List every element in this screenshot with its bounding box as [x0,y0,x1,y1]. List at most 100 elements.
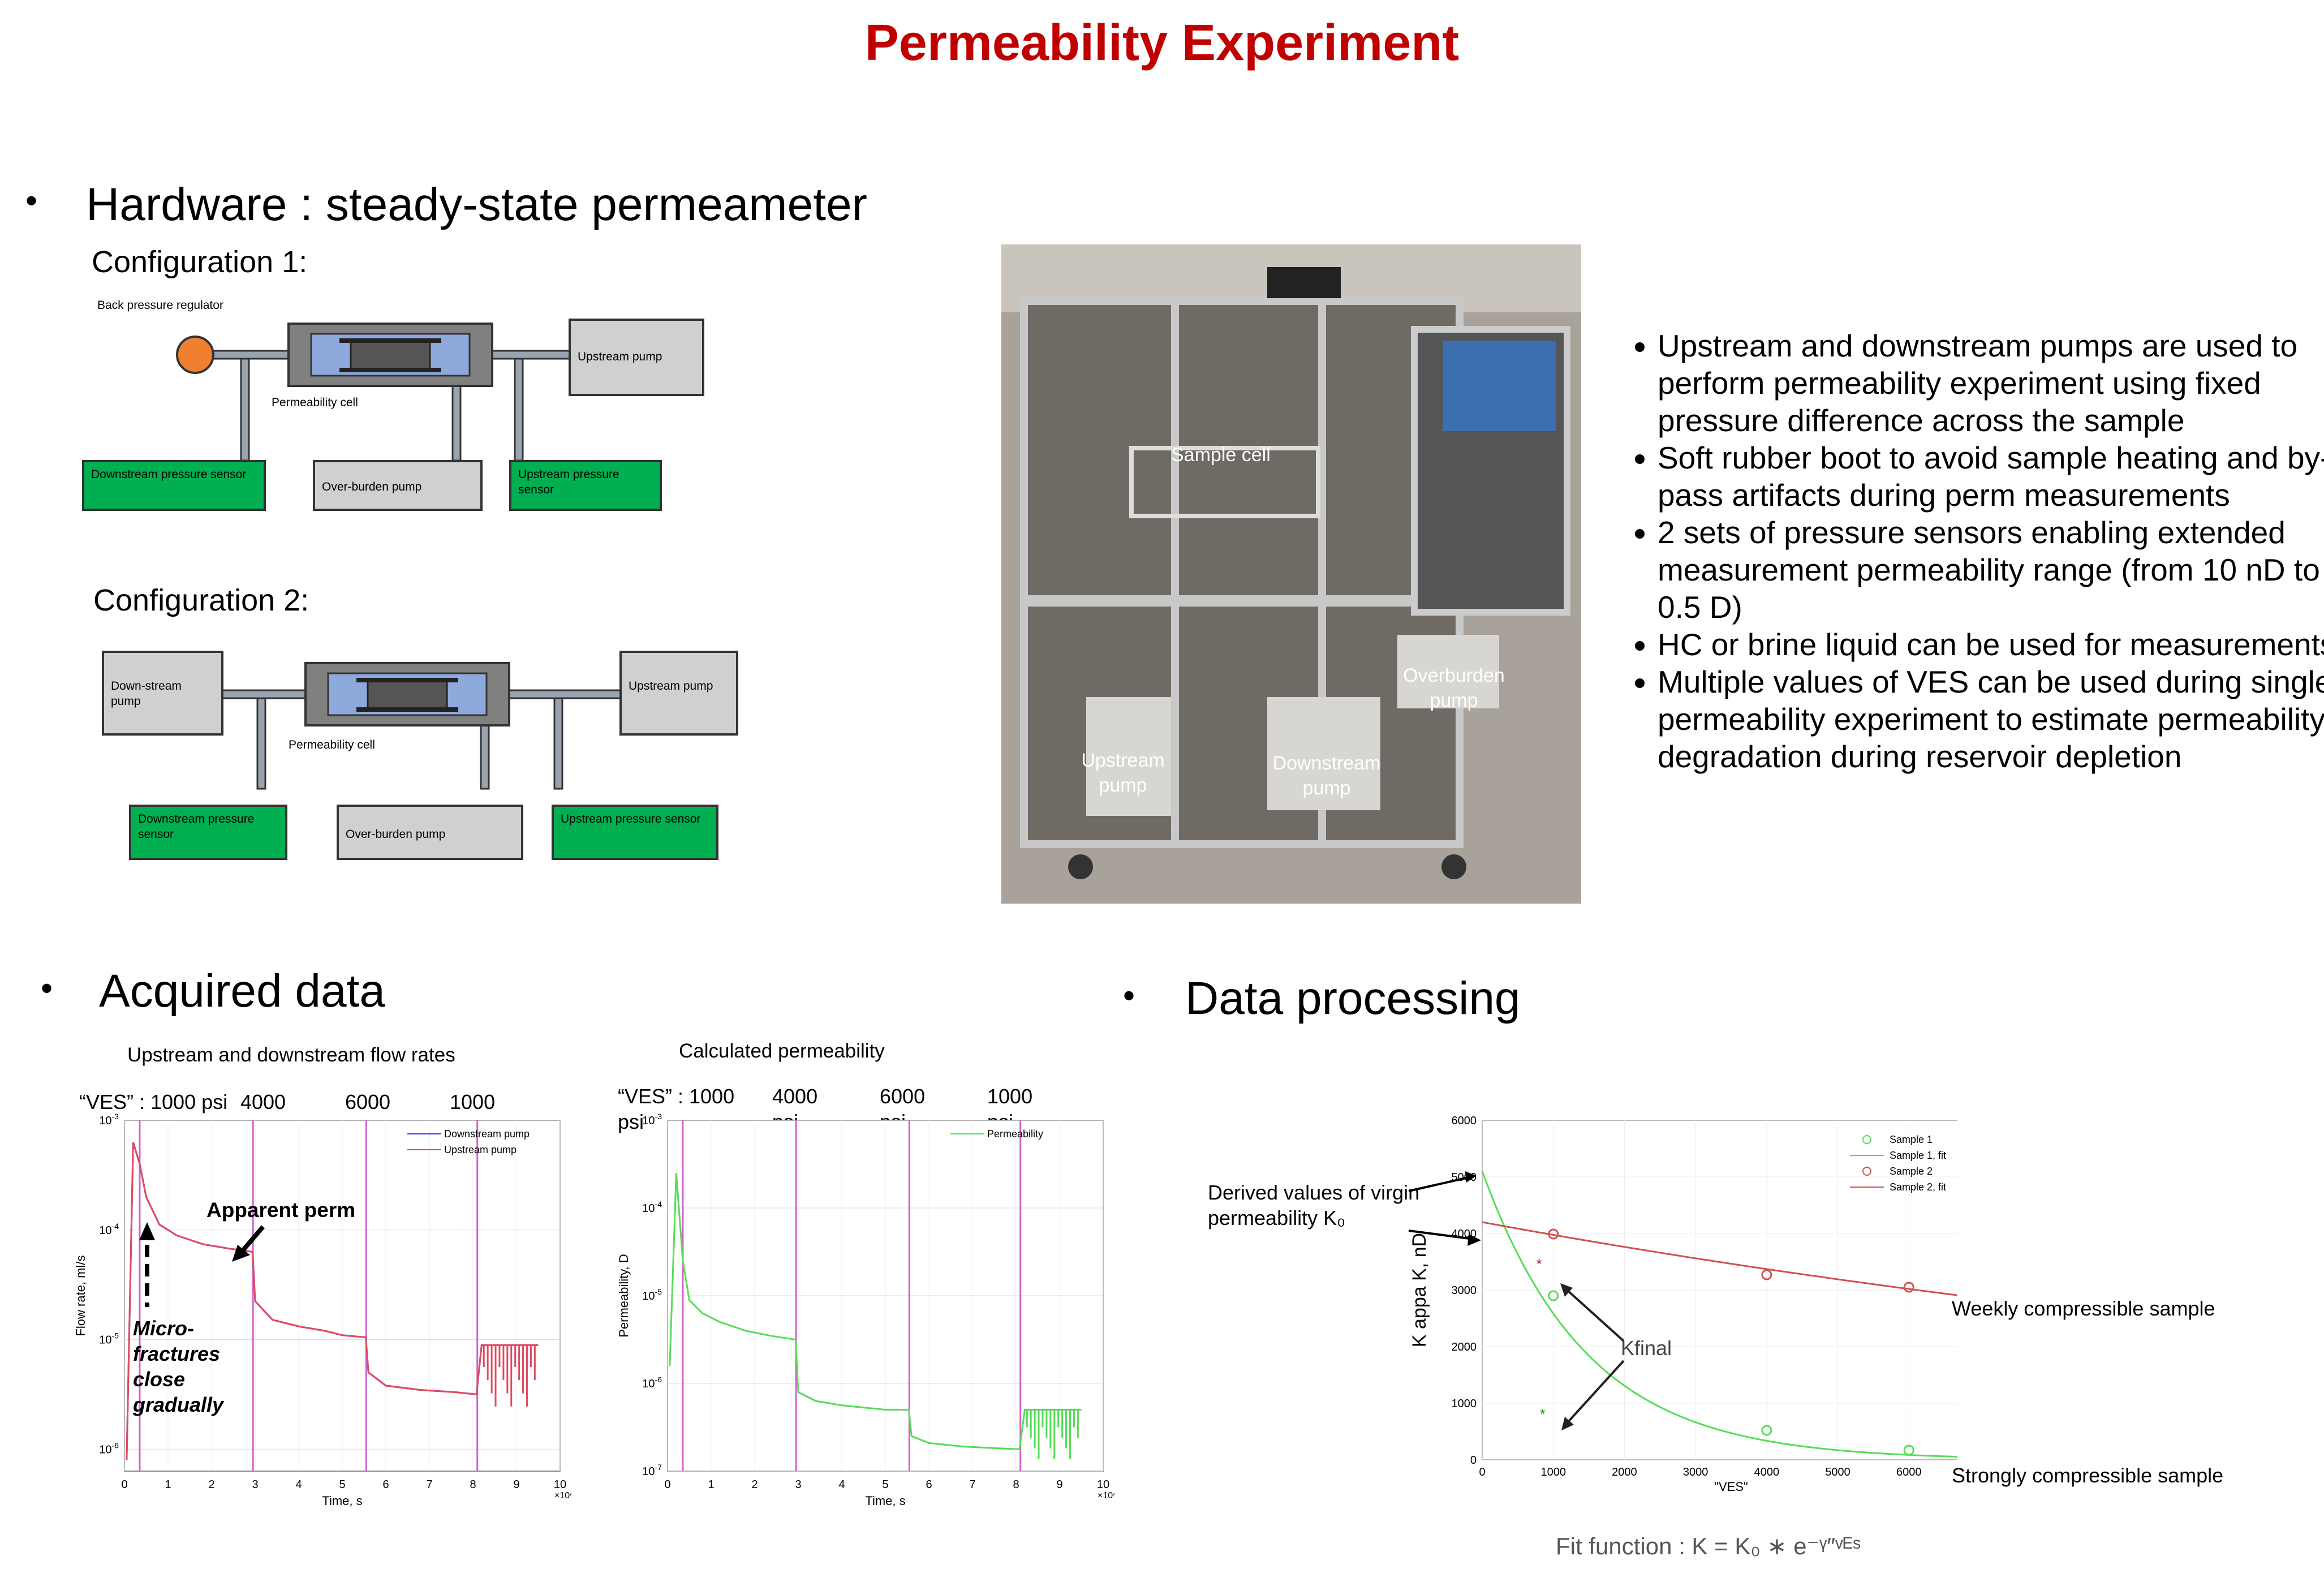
config1-label: Configuration 1: [92,245,308,279]
virgin-arrows [1408,1171,1481,1246]
x-tick-label: 6 [382,1478,389,1491]
x-tick-label: 7 [969,1478,975,1491]
chart1-title: Upstream and downstream flow rates [127,1044,455,1066]
y-axis-label: K appa K, nD [1409,1233,1430,1347]
legend-swatch [1862,1167,1871,1176]
y-tick-label: 3000 [1452,1284,1477,1297]
x-axis-label: "VES" [1714,1480,1748,1494]
x-tick-label: 4 [295,1478,302,1491]
config1-overburden-pump: Over-burden pump [313,460,483,511]
y-tick-label: 10-5 [642,1287,662,1303]
x-tick-label: 1000 [1540,1466,1566,1478]
x-tick-label: 1 [708,1478,714,1491]
legend-label: Sample 1, fit [1890,1150,1946,1161]
upstream-pump-label: Upstream pump [1081,750,1165,797]
x-tick-label: 2 [751,1478,758,1491]
config1-upstream-sensor: Upstream pressure sensor [509,460,662,511]
legend-swatch [1862,1135,1871,1144]
bullet-dot: • [41,969,53,1007]
fit-line [1481,1171,1957,1458]
config1-downstream-sensor: Downstream pressure sensor [82,460,266,511]
y-tick-label: 2000 [1452,1341,1477,1353]
compressibility-chart: 0100020003000400050006000700001000200030… [1409,1115,1957,1494]
x-tick-label: 8 [1013,1478,1019,1491]
hardware-heading: Hardware : steady-state permeameter [86,179,867,230]
fit-function: Fit function : K = K₀ ∗ e⁻ᵞ″ᵛᴱˢ [1556,1533,1861,1559]
x-tick-label: 7 [426,1478,432,1491]
x-tick-label: 6 [926,1478,932,1491]
x-tick-label: 0 [1479,1466,1485,1478]
processing-heading: Data processing [1185,973,1521,1024]
x-multiplier: ×10^5 [1098,1491,1114,1501]
config2-cell-label: Permeability cell [289,738,375,751]
bullet-dot: • [1123,977,1135,1015]
y-tick-label: 10-6 [99,1441,119,1456]
permeameter-photo: Sample cell Overburden pump Upstream pum… [1001,244,1581,904]
y-tick-label: 10-4 [642,1200,662,1215]
legend-label: Downstream pump [444,1128,530,1140]
x-tick-label: 2 [208,1478,214,1491]
series-line [669,1172,1082,1450]
permeability-chart: 0 1 2 3 4 5 6 7 8 9 10 10-7 10-6 10-5 10-4 10-3 Time, s ×… [617,1112,1114,1508]
config2-upstream-pump: Upstream pump [619,651,738,736]
x-tick-label: 4 [838,1478,845,1491]
y-tick-label: 1000 [1452,1398,1477,1410]
x-tick-label: 9 [513,1478,519,1491]
y-tick-label: 6000 [1452,1115,1477,1127]
bullet-item: HC or brine liquid can be used for measu… [1658,626,2324,663]
weekly-label: Weekly compressible sample [1952,1297,2215,1320]
flow-rate-chart: 0 1 2 3 4 5 6 7 8 9 10 10-6 10-5 10-4 10-3 Time, s ×10^5… [74,1112,571,1508]
x-tick-label: 0 [664,1478,670,1491]
x-tick-label: 6000 [1896,1466,1922,1478]
data-point [1761,1269,1772,1280]
apparent-perm-arrow [232,1225,265,1262]
y-tick-label: 10-5 [99,1331,119,1347]
y-tick-label: 10-3 [642,1112,662,1127]
y-axis-label: Permeability, D [617,1254,631,1338]
fit-line [1482,1221,1957,1296]
y-tick-label: 10-4 [99,1222,119,1237]
kfinal-point: * [1540,1405,1546,1422]
x-tick-label: 0 [121,1478,127,1491]
config1-upstream-pump: Upstream pump [569,319,704,396]
y-tick-label: 10-3 [99,1112,119,1127]
config2-label: Configuration 2: [93,583,309,617]
x-tick-label: 4000 [1754,1466,1780,1478]
strongly-label: Strongly compressible sample [1952,1464,2224,1487]
bullet-item: Multiple values of VES can be used durin… [1658,663,2324,775]
x-tick-label: 10 [1097,1478,1109,1491]
y-axis-label: Flow rate, ml/s [74,1255,88,1336]
photo-illustration [1001,244,1581,904]
data-point [1761,1425,1772,1436]
bullet-item: 2 sets of pressure sensors enabling exte… [1658,514,2324,626]
x-tick-label: 10 [554,1478,566,1491]
series-line [126,1142,539,1460]
acquired-heading: Acquired data [99,965,386,1017]
bullet-item: Soft rubber boot to avoid sample heating… [1658,439,2324,514]
config2-downstream-sensor: Downstream pressure sensor [129,805,287,860]
data-point [1548,1290,1559,1301]
x-tick-label: 5 [882,1478,888,1491]
x-tick-label: 1 [165,1478,171,1491]
ves-label-1: “VES” : 1000 psi [618,1085,735,1133]
apparent-perm-label: Apparent perm [206,1198,356,1222]
kfinal-label: Kfinal [1621,1336,1672,1360]
y-tick-label: 10-6 [642,1375,662,1390]
legend-label: Permeability [987,1128,1043,1140]
hardware-bullets: Upstream and downstream pumps are used t… [1618,327,2324,775]
chart2-title: Calculated permeability [679,1040,885,1062]
x-tick-label: 8 [470,1478,476,1491]
ves-label-1: “VES” : 1000 psi [79,1090,228,1114]
config1-cell-label: Permeability cell [272,396,358,409]
x-axis-label: Time, s [322,1494,362,1508]
kfinal-arrows [1560,1283,1625,1430]
bullet-dot: • [25,182,38,220]
bullet-item: Upstream and downstream pumps are used t… [1658,327,2324,439]
y-tick-label: 0 [1470,1454,1477,1467]
microfracture-arrow [139,1222,155,1307]
legend-label: Sample 1 [1890,1134,1933,1145]
x-tick-label: 5000 [1825,1466,1850,1478]
virgin-perm-label: Derived values of virgin permeability K₀ [1208,1181,1420,1230]
x-multiplier: ×10^5 [554,1491,571,1501]
back-pressure-label: Back pressure regulator [97,299,223,312]
